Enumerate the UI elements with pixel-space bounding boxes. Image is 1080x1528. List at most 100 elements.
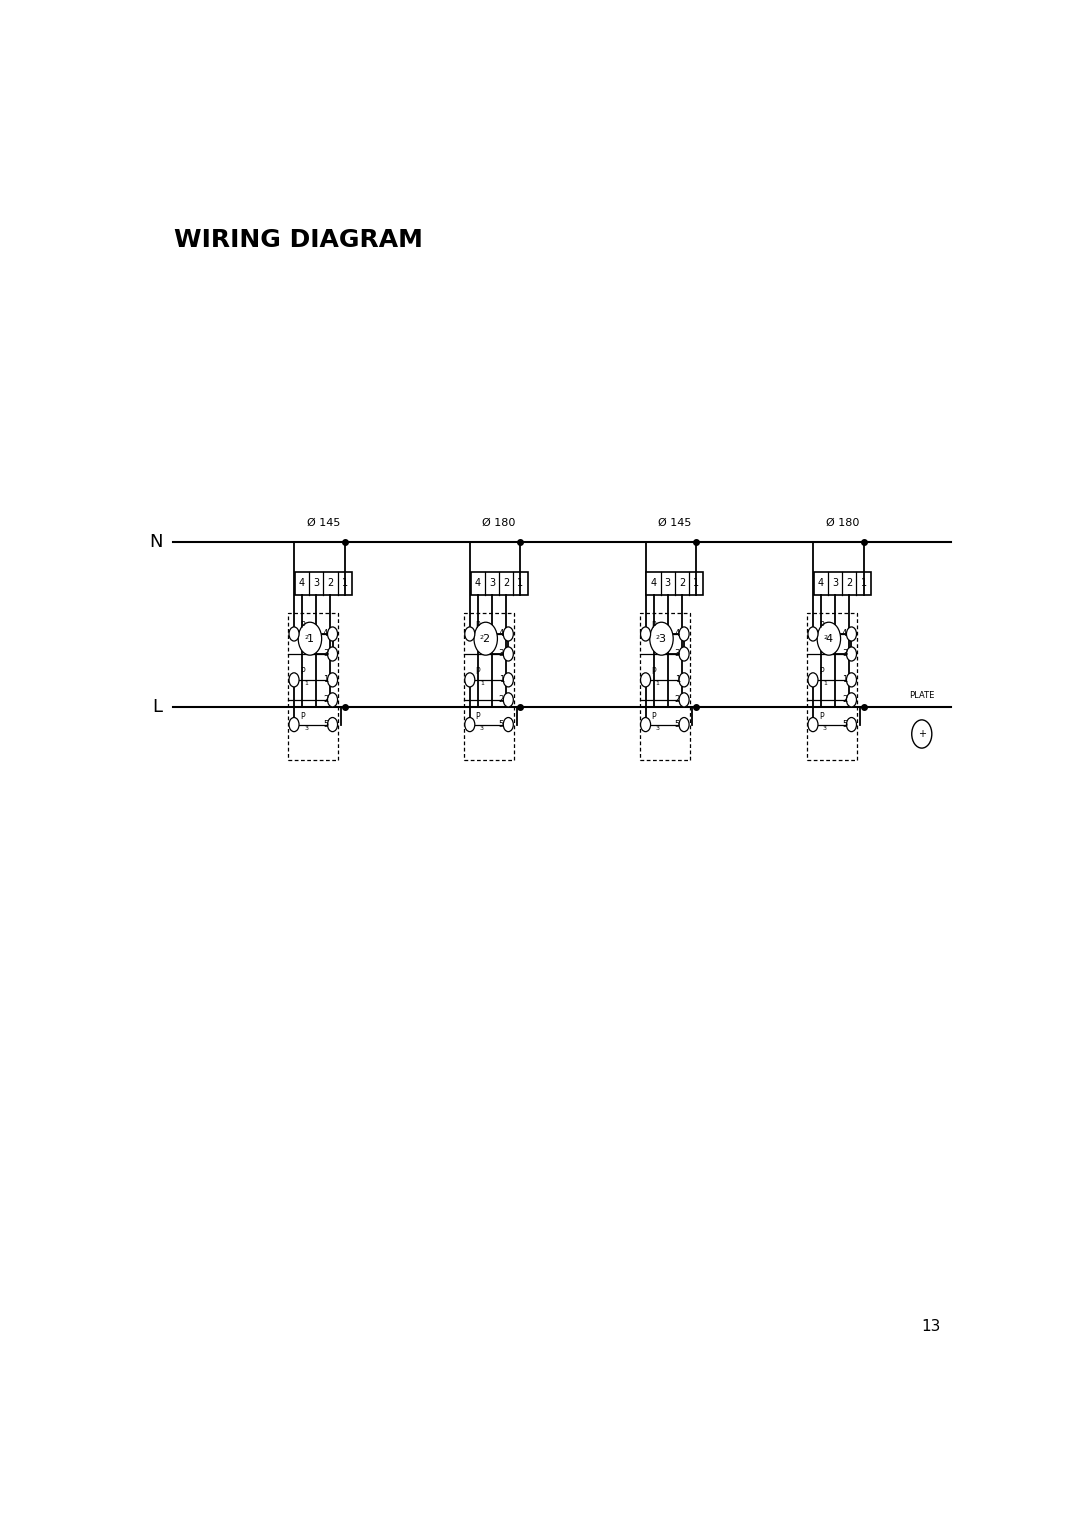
- Text: 1: 1: [480, 681, 484, 686]
- Text: 4: 4: [675, 630, 680, 639]
- Text: P: P: [300, 668, 305, 677]
- Text: 1: 1: [823, 681, 827, 686]
- Text: 4: 4: [650, 579, 657, 588]
- Text: 3: 3: [489, 579, 495, 588]
- Text: Ø 145: Ø 145: [307, 518, 340, 529]
- Circle shape: [808, 718, 818, 732]
- Bar: [295, 571, 352, 594]
- Text: P: P: [475, 668, 481, 677]
- Bar: [464, 613, 514, 759]
- Text: N: N: [149, 533, 163, 552]
- Circle shape: [847, 718, 856, 732]
- Text: 2: 2: [847, 579, 852, 588]
- Text: 5: 5: [499, 720, 504, 729]
- Text: P: P: [475, 712, 481, 721]
- Bar: [647, 571, 703, 594]
- Bar: [807, 613, 858, 759]
- Text: 4: 4: [475, 579, 481, 588]
- Circle shape: [912, 720, 932, 749]
- Text: 1: 1: [693, 579, 699, 588]
- Circle shape: [679, 672, 689, 688]
- Text: 4: 4: [299, 579, 305, 588]
- Circle shape: [640, 626, 650, 642]
- Circle shape: [327, 672, 338, 688]
- Circle shape: [808, 672, 818, 688]
- Circle shape: [327, 718, 338, 732]
- Circle shape: [503, 626, 513, 642]
- Text: P: P: [651, 622, 656, 631]
- Circle shape: [503, 672, 513, 688]
- Circle shape: [327, 646, 338, 662]
- Circle shape: [503, 646, 513, 662]
- Circle shape: [679, 692, 689, 707]
- Text: 1: 1: [842, 675, 848, 685]
- Text: Ø 145: Ø 145: [658, 518, 691, 529]
- Circle shape: [503, 718, 513, 732]
- Text: 3: 3: [823, 726, 827, 730]
- Circle shape: [847, 646, 856, 662]
- Circle shape: [503, 692, 513, 707]
- Text: 2: 2: [327, 579, 334, 588]
- Text: 2: 2: [503, 579, 510, 588]
- Circle shape: [298, 622, 322, 656]
- Text: 2: 2: [679, 579, 685, 588]
- Text: 2: 2: [656, 636, 660, 640]
- Text: Ø 180: Ø 180: [483, 518, 516, 529]
- Bar: [288, 613, 338, 759]
- Circle shape: [847, 626, 856, 642]
- Text: 1: 1: [499, 675, 504, 685]
- Text: 2: 2: [305, 636, 308, 640]
- Circle shape: [847, 692, 856, 707]
- Circle shape: [327, 626, 338, 642]
- Text: P: P: [475, 622, 481, 631]
- Circle shape: [679, 718, 689, 732]
- Bar: [814, 571, 870, 594]
- Circle shape: [650, 622, 673, 656]
- Text: 2: 2: [480, 636, 484, 640]
- Text: 2: 2: [823, 636, 827, 640]
- Circle shape: [289, 672, 299, 688]
- Circle shape: [289, 718, 299, 732]
- Text: 3: 3: [480, 726, 484, 730]
- Text: 2: 2: [499, 695, 504, 704]
- Text: 1: 1: [323, 675, 328, 685]
- Text: L: L: [152, 698, 163, 717]
- Text: 2: 2: [323, 695, 328, 704]
- Text: P: P: [651, 668, 656, 677]
- Circle shape: [464, 672, 475, 688]
- Text: P: P: [819, 622, 823, 631]
- Text: 5: 5: [675, 720, 680, 729]
- Circle shape: [847, 672, 856, 688]
- Text: +: +: [918, 729, 926, 740]
- Text: P: P: [651, 712, 656, 721]
- Text: 4: 4: [842, 630, 848, 639]
- Circle shape: [474, 622, 498, 656]
- Text: 2: 2: [842, 695, 848, 704]
- Text: P: P: [819, 668, 823, 677]
- Circle shape: [640, 718, 650, 732]
- Bar: [639, 613, 690, 759]
- Text: 4: 4: [499, 630, 504, 639]
- Text: 2: 2: [675, 695, 680, 704]
- Text: 1: 1: [861, 579, 866, 588]
- Text: 4: 4: [825, 634, 833, 643]
- Text: 5: 5: [842, 720, 848, 729]
- Text: 3: 3: [313, 579, 320, 588]
- Text: 5: 5: [323, 720, 328, 729]
- Circle shape: [818, 622, 840, 656]
- Text: 3: 3: [675, 649, 680, 659]
- Text: 1: 1: [341, 579, 348, 588]
- Text: 3: 3: [305, 726, 308, 730]
- Circle shape: [327, 692, 338, 707]
- Text: P: P: [300, 712, 305, 721]
- Text: WIRING DIAGRAM: WIRING DIAGRAM: [174, 228, 422, 252]
- Text: P: P: [300, 622, 305, 631]
- Text: PLATE: PLATE: [909, 691, 934, 700]
- Text: Ø 180: Ø 180: [825, 518, 859, 529]
- Circle shape: [289, 626, 299, 642]
- Circle shape: [464, 718, 475, 732]
- Circle shape: [464, 626, 475, 642]
- Circle shape: [679, 626, 689, 642]
- Text: 1: 1: [656, 681, 660, 686]
- Circle shape: [640, 672, 650, 688]
